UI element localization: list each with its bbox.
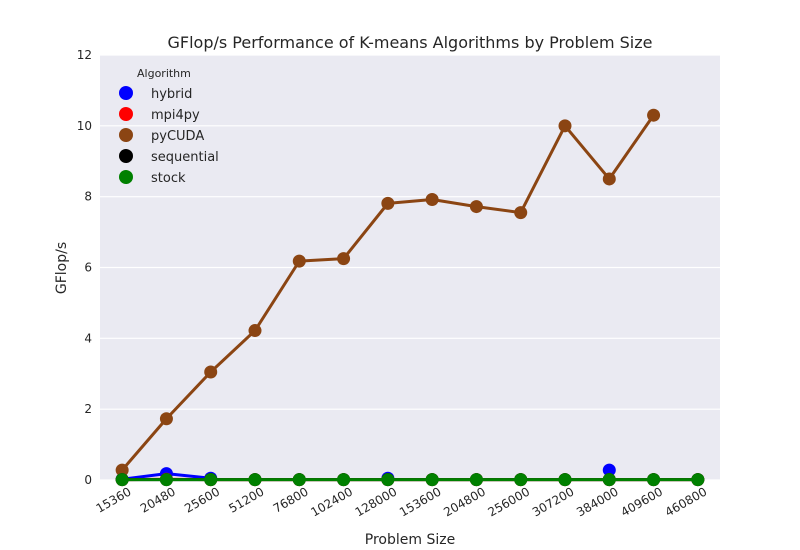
x-tick-label: 256000 (486, 484, 533, 519)
x-tick-label: 153600 (397, 484, 444, 519)
x-tick-label: 307200 (530, 484, 577, 519)
y-tick-label: 0 (84, 473, 92, 487)
x-ticks: 15360 20480 25600 51200 76800102400128000153… (94, 484, 710, 519)
y-ticks: 0 2 4 6 8 10 12 (77, 48, 92, 487)
x-tick-label: 128000 (353, 484, 400, 519)
x-axis-label: Problem Size (365, 532, 455, 548)
legend-label: stock (151, 171, 186, 186)
legend-label: sequential (151, 150, 219, 165)
data-point (425, 193, 439, 206)
x-tick-label: 25600 (182, 484, 222, 515)
x-tick-label: 102400 (308, 484, 355, 519)
data-point (381, 196, 395, 210)
data-point (514, 206, 528, 220)
x-tick-label: 76800 (271, 484, 311, 515)
data-point (602, 463, 616, 477)
chart-title: GFlop/s Performance of K-means Algorithm… (167, 33, 652, 52)
data-point (337, 473, 351, 487)
data-point (558, 473, 572, 487)
data-point (204, 365, 218, 379)
data-point (337, 252, 351, 266)
x-tick-label: 51200 (226, 484, 266, 515)
x-tick-label: 460800 (663, 484, 710, 519)
legend-title: Algorithm (137, 67, 191, 80)
data-point (204, 473, 218, 487)
data-point (159, 473, 173, 487)
legend: Algorithm hybrid mpi4py pyCUDA sequential st… (119, 67, 219, 186)
data-point (425, 473, 439, 487)
legend-marker (119, 149, 133, 163)
legend-label: hybrid (151, 87, 192, 102)
data-point (647, 108, 661, 122)
data-point (647, 473, 661, 487)
y-tick-label: 8 (84, 190, 92, 204)
data-point (469, 473, 483, 487)
legend-label: mpi4py (151, 108, 200, 123)
x-tick-label: 384000 (574, 484, 621, 519)
data-point (115, 463, 129, 477)
data-point (691, 473, 705, 487)
legend-label: pyCUDA (151, 129, 204, 144)
data-point (514, 473, 528, 487)
legend-marker (119, 86, 133, 100)
x-tick-label: 409600 (618, 484, 665, 519)
data-point (469, 200, 483, 214)
x-tick-label: 15360 (94, 484, 134, 515)
data-point (381, 473, 395, 487)
data-point (602, 473, 616, 487)
legend-marker (119, 107, 133, 121)
data-point (115, 473, 129, 487)
y-axis-label: GFlop/s (54, 242, 70, 294)
series-pyCUDA (115, 108, 661, 477)
data-point (159, 412, 173, 426)
legend-marker (119, 128, 133, 142)
series-stock (115, 473, 705, 487)
data-point (292, 473, 306, 487)
data-point (602, 172, 616, 186)
y-tick-label: 6 (84, 261, 92, 275)
x-tick-label: 204800 (441, 484, 488, 519)
legend-marker (119, 170, 133, 184)
x-tick-label: 20480 (138, 484, 178, 515)
data-point (248, 473, 262, 487)
series-layer (115, 108, 705, 487)
y-tick-label: 12 (77, 48, 92, 62)
data-point (248, 324, 262, 338)
y-tick-label: 10 (77, 119, 92, 133)
y-tick-label: 4 (84, 331, 92, 345)
data-point (558, 119, 572, 133)
data-point (292, 254, 306, 268)
y-tick-label: 2 (84, 402, 92, 416)
